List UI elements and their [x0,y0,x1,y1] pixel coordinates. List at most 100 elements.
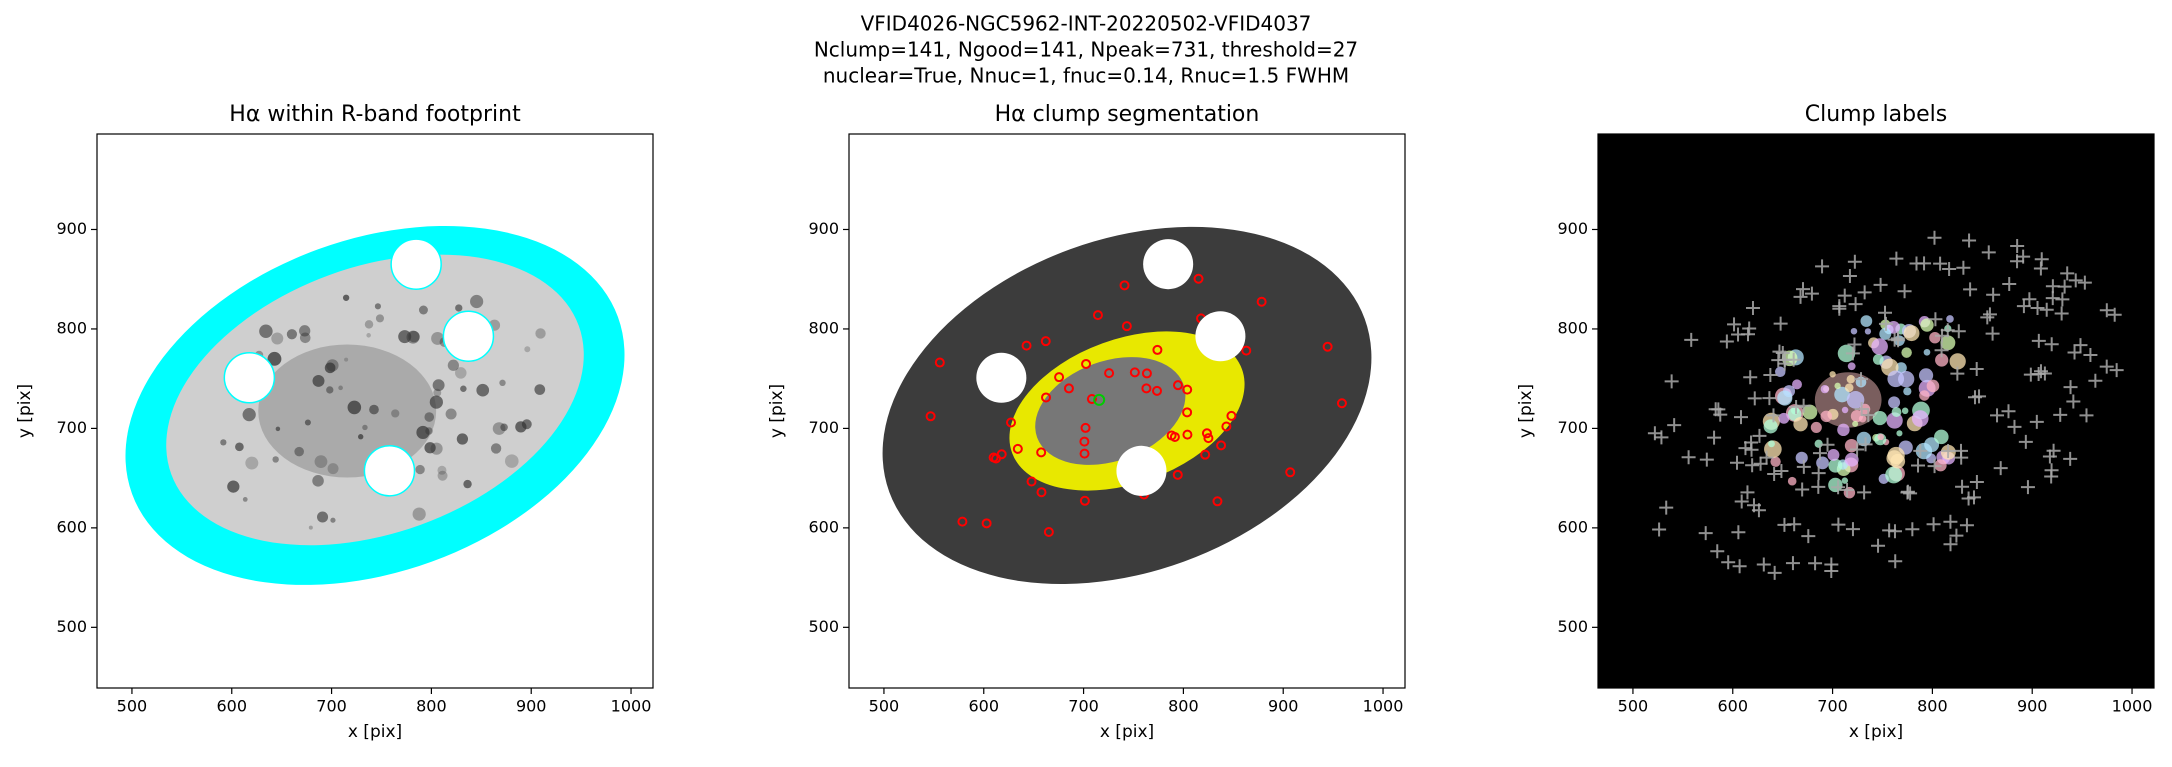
masked-star [223,351,276,404]
peak-marker [1927,230,1942,245]
clump [1081,358,1092,369]
hii-region [271,332,284,345]
peak-marker [1801,529,1816,544]
peak-marker [1811,479,1826,494]
masked-star [1195,311,1246,362]
hii-region [245,456,259,470]
peak-marker [1785,556,1800,571]
clump-label [1940,335,1956,351]
hii-region [447,359,459,371]
hii-region [429,395,443,409]
peak-marker [1811,466,1826,481]
peak-marker [2022,292,2037,307]
hii-region [374,303,381,310]
axes-frame [1597,133,2155,689]
clump-label [1903,325,1920,342]
peak-marker [1857,285,1872,300]
peak-marker [1982,307,1997,322]
hii-region [432,379,445,392]
peak-marker [1731,525,1746,540]
clump-label [1919,390,1930,401]
image [125,225,625,585]
clump-label [1834,386,1850,403]
clump-label [1895,362,1907,374]
x-tick-label: 500 [117,697,148,716]
peak-marker [1871,538,1886,553]
suptitle-line: VFID4026-NGC5962-INT-20220502-VFID4037 [861,12,1312,36]
peak-marker [2018,434,2033,449]
peak-marker [2030,301,2045,316]
clump-label [1793,416,1808,432]
peak-marker [1861,408,1876,423]
hii-region [463,479,472,489]
clump-label [1846,391,1865,409]
peak-marker [1793,289,1808,304]
clump-label [1858,414,1867,423]
clump-label [1864,328,1872,335]
clump-label [1891,407,1902,417]
peak-marker [1796,459,1811,474]
peak-marker [2029,414,2044,429]
y-tick-label: 700 [1557,418,1588,437]
x-tick-label: 900 [1268,697,1299,716]
peak-marker [1917,256,1932,271]
axes-title: Hα within R-band footprint [229,102,521,127]
clump-label [1885,466,1903,484]
peak-marker [2068,273,2083,288]
peak-marker [1935,328,1950,343]
x-tick-label: 800 [416,697,447,716]
clump [1021,340,1032,351]
clump-label [1792,379,1802,390]
peak-marker [1763,367,1778,382]
clump-label [1841,406,1849,414]
clump [1182,429,1193,440]
peak-marker [2107,307,2122,322]
clump-label [1837,423,1850,437]
masked-star [442,310,495,362]
clump [1256,296,1267,307]
hii-region [235,442,244,452]
peak-marker [1848,297,1863,312]
peak-marker [1786,352,1801,367]
peak-marker [1854,372,1869,387]
peak-marker [1980,310,1995,325]
clump-label [1768,440,1775,448]
peak-marker [1959,518,1974,533]
peak-marker [1762,391,1777,406]
clump [925,411,936,422]
suptitle-line: Nclump=141, Ngood=141, Npeak=731, thresh… [814,38,1358,62]
clump [1200,449,1211,460]
peak-marker [1740,485,1755,500]
peak-marker [1943,514,1958,529]
peak-marker [1981,245,1996,260]
peak-marker [2033,261,2048,276]
peak-marker [2057,279,2072,294]
clump [1336,398,1347,409]
peak-marker [1956,260,1971,275]
peak-marker [1789,399,1804,414]
hii-region [220,439,227,446]
clump [1006,417,1017,428]
y-tick-label: 700 [56,418,87,437]
peak-marker [2002,276,2017,291]
clump-label [1923,348,1931,356]
peak-marker [1745,458,1760,473]
masked-star [976,352,1027,403]
peak-marker [1943,537,1958,552]
peak-marker [2054,306,2069,321]
clump [934,357,945,368]
peak-marker [1927,459,1942,474]
peak-marker [1815,259,1830,274]
clump [1322,341,1333,352]
clump [1040,336,1051,347]
peak-marker [1888,554,1903,569]
clump-label [1920,318,1934,332]
hii-region [317,511,329,523]
hii-region [534,384,546,395]
clump [1086,394,1097,405]
hii-region [242,497,248,502]
peak-marker [1647,426,1662,441]
peak-marker [1842,269,1857,284]
peak-marker [1941,444,1956,459]
hii-region [369,404,379,415]
